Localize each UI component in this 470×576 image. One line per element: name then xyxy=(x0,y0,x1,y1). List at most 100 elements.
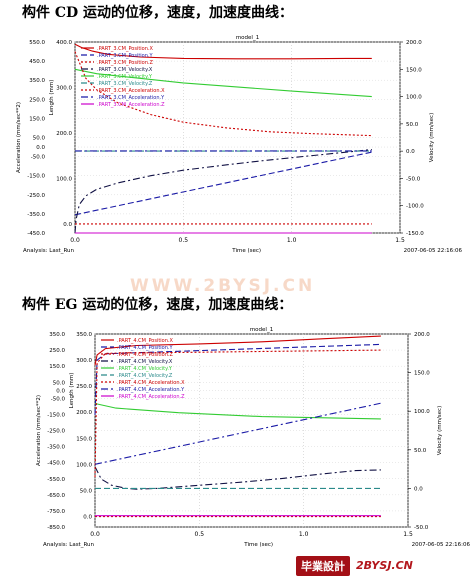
logo-badge: 毕業設計 xyxy=(296,555,350,576)
length-axis-title: Length (mm) xyxy=(69,373,75,409)
legend-label: .PART_3.CM_Velocity.X xyxy=(97,67,153,73)
legend-label: .PART_3.CM_Acceleration.Z xyxy=(97,102,165,108)
series-line xyxy=(74,68,372,98)
x-tick-label: 0.0 xyxy=(90,531,100,538)
accel-tick-label: -250.0 xyxy=(47,429,65,435)
x-tick-label: 0.5 xyxy=(195,531,205,538)
legend-label: .PART_4.CM_Acceleration.X xyxy=(117,380,185,386)
accel-tick-label: 0.0 xyxy=(36,145,45,151)
x-tick-label: 1.0 xyxy=(287,237,297,244)
length-tick-label: 0.0 xyxy=(83,515,92,521)
timestamp-label: 2007-06-05 22:16:06 xyxy=(412,542,470,548)
accel-tick-label: -50.0 xyxy=(51,396,66,402)
series-line xyxy=(74,148,372,234)
velocity-tick-label: 200.0 xyxy=(414,332,430,338)
velocity-tick-label: 50.0 xyxy=(414,448,427,454)
accel-tick-label: 50.0 xyxy=(53,380,66,386)
accel-tick-label: -450.0 xyxy=(27,231,45,237)
series-line xyxy=(74,51,372,137)
series-line xyxy=(74,43,372,60)
accel-tick-label: -650.0 xyxy=(47,493,65,499)
legend-label: .PART_4.CM_Position.X xyxy=(117,338,174,344)
chart-title: model_1 xyxy=(250,327,273,333)
series-line xyxy=(94,466,381,490)
accel-tick-label: 150.0 xyxy=(29,116,45,122)
watermark: WWW.2BYSJ.CN xyxy=(130,276,316,296)
length-tick-label: 350.0 xyxy=(76,332,92,338)
accel-tick-label: 0.0 xyxy=(56,388,65,394)
site-logo: 毕業設計 2BYSJ.CN xyxy=(296,555,466,576)
accel-tick-label: 250.0 xyxy=(49,348,65,354)
legend-label: .PART_3.CM_Position.Y xyxy=(97,53,154,59)
legend-label: .PART_3.CM_Velocity.Z xyxy=(97,81,153,87)
velocity-tick-label: 150.0 xyxy=(414,371,430,377)
accel-tick-label: 350.0 xyxy=(49,332,65,338)
x-tick-label: 0.0 xyxy=(70,237,80,244)
length-tick-label: 0.0 xyxy=(63,222,72,228)
x-tick-label: 1.5 xyxy=(403,531,413,538)
velocity-tick-label: 50.0 xyxy=(406,122,419,128)
accel-tick-label: 250.0 xyxy=(29,97,45,103)
legend-label: .PART_4.CM_Velocity.Y xyxy=(117,366,173,372)
accel-tick-label: 550.0 xyxy=(29,40,45,46)
accel-axis-title: Acceleration (mm/sec**2) xyxy=(16,102,22,173)
series-line xyxy=(94,335,381,366)
length-tick-label: 300.0 xyxy=(56,85,72,91)
length-tick-label: 200.0 xyxy=(76,410,92,416)
accel-tick-label: -150.0 xyxy=(47,412,65,418)
accel-tick-label: -350.0 xyxy=(27,212,45,218)
velocity-tick-label: 0.0 xyxy=(406,149,415,155)
series-line xyxy=(94,343,381,415)
velocity-tick-label: 100.0 xyxy=(406,95,422,101)
length-tick-label: 150.0 xyxy=(76,436,92,442)
eg-motion-chart-svg: 0.0 0.5 1.0 1.5 350.0 250.0 150.0 50.0 0.0 -50.0 -… xyxy=(36,327,470,548)
accel-tick-label: -250.0 xyxy=(27,193,45,199)
legend-label: .PART_3.CM_Acceleration.X xyxy=(97,88,165,94)
series-line xyxy=(94,349,381,478)
analysis-label: Analysis: Last_Run xyxy=(43,542,95,548)
legend-label: .PART_4.CM_Acceleration.Y xyxy=(117,387,185,393)
x-tick-label: 0.5 xyxy=(179,237,189,244)
velocity-tick-label: -150.0 xyxy=(406,231,424,237)
series-line xyxy=(94,402,382,465)
accel-tick-label: -850.0 xyxy=(47,525,65,531)
accel-tick-label: -150.0 xyxy=(27,174,45,180)
legend-label: .PART_3.CM_Position.Z xyxy=(97,60,154,66)
chart-title: model_1 xyxy=(236,35,259,41)
velocity-tick-label: -100.0 xyxy=(406,204,424,210)
length-tick-label: 100.0 xyxy=(76,462,92,468)
legend-label: .PART_3.CM_Position.X xyxy=(97,46,154,52)
series-line xyxy=(74,151,372,216)
x-tick-label: 1.0 xyxy=(299,531,309,538)
cd-motion-chart: 0.0 0.5 1.0 1.5 550.0 450.0 350.0 250.0 150.0 50.… xyxy=(0,30,470,258)
legend-label: .PART_3.CM_Acceleration.Y xyxy=(97,95,165,101)
accel-tick-label: -750.0 xyxy=(47,509,65,515)
accel-axis-title: Acceleration (mm/sec**2) xyxy=(36,395,42,466)
accel-tick-label: 450.0 xyxy=(29,59,45,65)
x-axis-title: Time (sec) xyxy=(243,542,273,548)
velocity-axis-title: Velocity (mm/sec) xyxy=(437,406,443,455)
velocity-tick-label: 100.0 xyxy=(414,409,430,415)
legend-label: .PART_3.CM_Velocity.Y xyxy=(97,74,153,80)
eg-motion-chart: 0.0 0.5 1.0 1.5 350.0 250.0 150.0 50.0 0.0 -50.0 -… xyxy=(0,322,470,554)
legend-label: .PART_4.CM_Position.Z xyxy=(117,352,174,358)
chart-heading-cd: 构件 CD 运动的位移，速度，加速度曲线： xyxy=(22,5,294,21)
x-tick-label: 1.5 xyxy=(395,237,405,244)
length-tick-label: 250.0 xyxy=(76,384,92,390)
legend-label: .PART_4.CM_Velocity.Z xyxy=(117,373,173,379)
length-axis-title: Length (mm) xyxy=(49,80,55,116)
accel-tick-label: 150.0 xyxy=(49,364,65,370)
length-tick-label: 300.0 xyxy=(76,358,92,364)
logo-site-url: 2BYSJ.CN xyxy=(356,559,413,572)
chart-heading-eg: 构件 EG 运动的位移，速度，加速度曲线： xyxy=(22,297,293,313)
length-tick-label: 200.0 xyxy=(56,131,72,137)
cd-motion-chart-svg: 0.0 0.5 1.0 1.5 550.0 450.0 350.0 250.0 150.0 50.… xyxy=(16,35,463,254)
velocity-tick-label: -50.0 xyxy=(414,525,429,531)
timestamp-label: 2007-06-05 22:16:06 xyxy=(404,248,463,254)
velocity-tick-label: 200.0 xyxy=(406,40,422,46)
legend-label: .PART_4.CM_Position.Y xyxy=(117,345,174,351)
accel-tick-label: -550.0 xyxy=(47,477,65,483)
length-tick-label: 400.0 xyxy=(56,40,72,46)
analysis-label: Analysis: Last_Run xyxy=(23,248,75,254)
accel-tick-label: -50.0 xyxy=(31,155,46,161)
